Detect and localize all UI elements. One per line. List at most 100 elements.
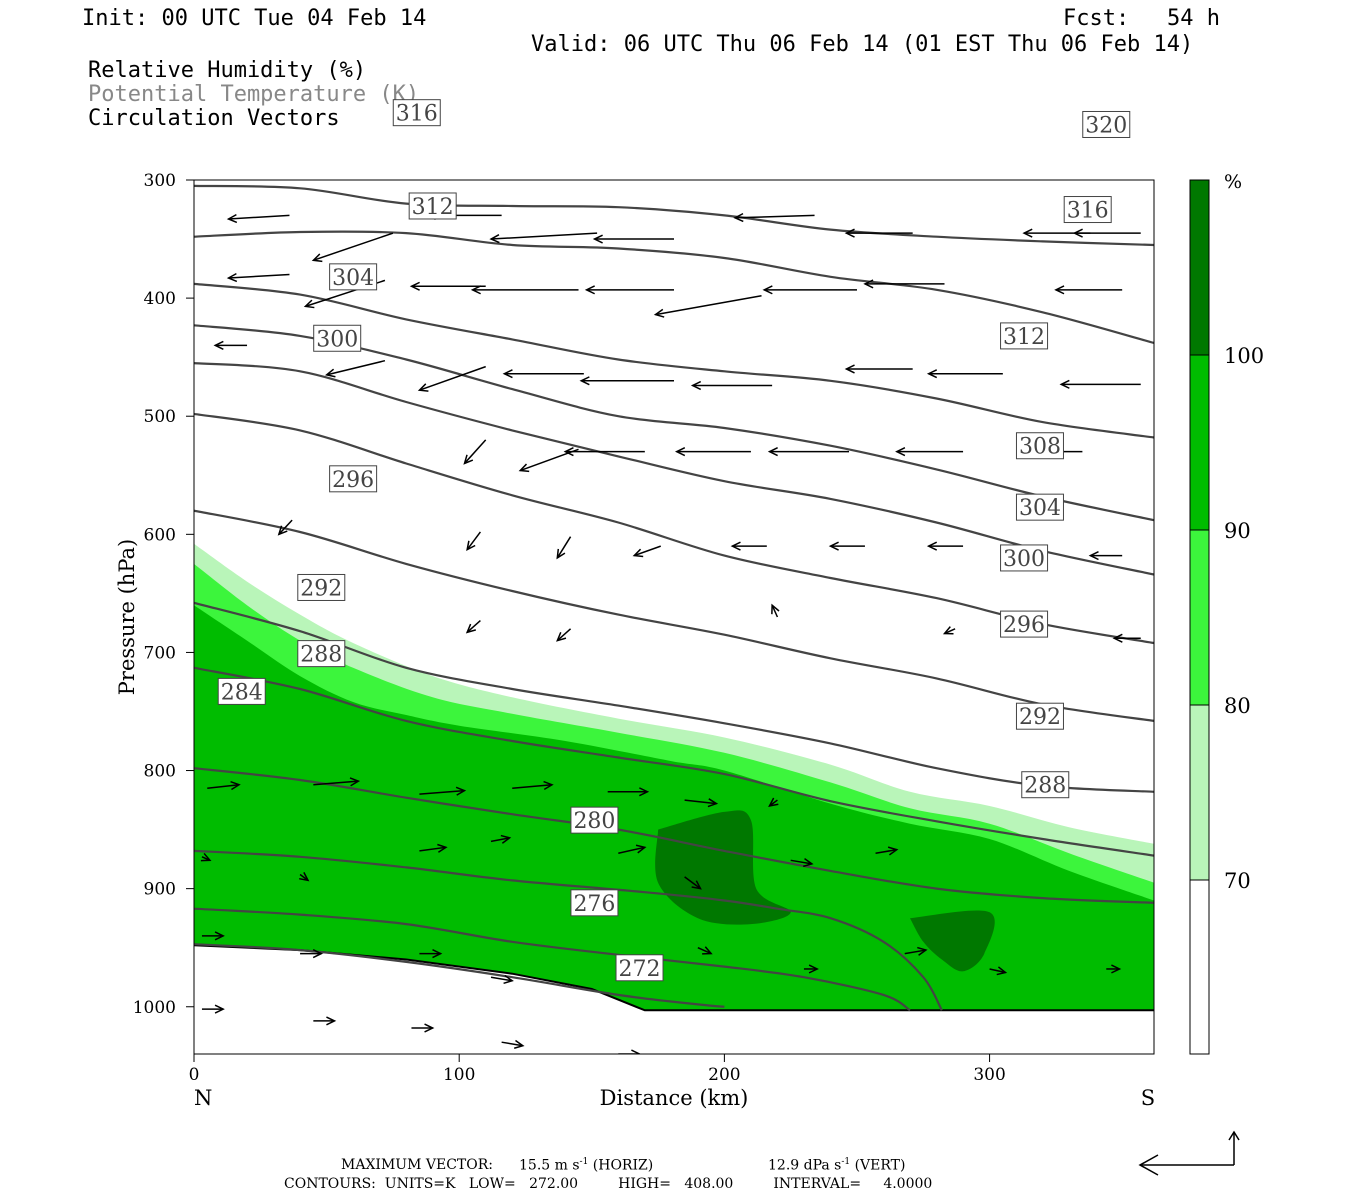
circulation-vector	[768, 797, 779, 807]
circulation-vector	[684, 876, 702, 890]
colorbar-level: 90	[1224, 519, 1251, 543]
circulation-vector	[790, 858, 814, 868]
circulation-vector	[490, 974, 514, 985]
circulation-vector	[1088, 550, 1123, 561]
circulation-vector	[518, 448, 579, 473]
theta-label: 292	[1019, 705, 1061, 730]
circulation-vector	[1072, 228, 1141, 238]
y-tick-label: 500	[144, 407, 176, 427]
relative-humidity-shading	[194, 543, 1154, 1054]
theta-label: 280	[573, 809, 615, 834]
theta-label: 296	[332, 468, 374, 493]
theta-label: 316	[1067, 199, 1109, 224]
circulation-vector	[844, 364, 913, 374]
theta-contour-276	[194, 907, 911, 1012]
theta-label-box	[297, 573, 346, 601]
circulation-vector	[466, 531, 482, 552]
theta-label-box	[1082, 110, 1131, 138]
circulation-vector	[904, 946, 928, 956]
circulation-vector	[300, 949, 324, 959]
circulation-vector	[579, 376, 674, 386]
forecast-hour: 54 h	[1167, 6, 1220, 31]
theta-contour-300	[194, 412, 1154, 645]
circulation-vector	[556, 536, 572, 560]
theta-contour-284	[194, 767, 1154, 904]
circulation-vector	[502, 369, 584, 379]
circulation-vector	[556, 628, 572, 642]
field-relative-humidity: Relative Humidity (%)	[88, 58, 367, 83]
circulation-vector	[419, 949, 443, 959]
circulation-vector	[1112, 633, 1141, 643]
circulation-vector	[697, 946, 713, 955]
theta-contour-292	[194, 601, 1154, 793]
circulation-vector	[690, 380, 773, 391]
circulation-vector	[844, 228, 913, 238]
below-ground	[194, 945, 1154, 1054]
theta-label: 296	[1003, 613, 1045, 638]
circulation-vector	[490, 834, 512, 844]
north-label: N	[194, 1086, 212, 1110]
circulation-vector	[618, 1049, 642, 1054]
circulation-vector	[226, 213, 290, 224]
theta-label: 304	[332, 266, 374, 291]
theta-label-box	[570, 806, 619, 834]
circulation-vector	[870, 1062, 891, 1070]
theta-label-box	[1000, 322, 1049, 350]
circulation-vector	[942, 626, 956, 635]
circulation-vector	[417, 365, 486, 392]
circulation-vector	[277, 519, 293, 536]
theta-label-box	[329, 465, 378, 493]
colorbar-level: 80	[1224, 694, 1251, 718]
theta-label: 288	[300, 643, 342, 668]
circulation-vector	[489, 232, 598, 244]
theta-label-box	[329, 263, 378, 291]
theta-label-box	[1015, 493, 1064, 521]
colorbar-swatch	[1190, 180, 1209, 355]
theta-label: 292	[300, 576, 342, 601]
circulation-vector	[299, 872, 310, 882]
circulation-vector	[324, 359, 386, 378]
circulation-vector	[213, 340, 248, 350]
reference-vector	[1138, 1130, 1240, 1176]
circulation-vector	[311, 232, 394, 263]
field-potential-temperature: Potential Temperature (K)	[88, 82, 420, 107]
theta-label-box	[1021, 771, 1070, 799]
circulation-vector	[684, 798, 719, 808]
theta-label: 288	[1024, 774, 1066, 799]
theta-label: 320	[1085, 113, 1127, 138]
theta-label: 276	[573, 892, 615, 917]
circulation-vector	[989, 966, 1008, 976]
y-tick-label: 400	[144, 289, 176, 309]
circulation-vector	[895, 447, 964, 457]
y-tick-label: 800	[144, 762, 176, 782]
circulation-vector	[411, 1023, 435, 1033]
colorbar-swatch	[1190, 880, 1209, 1054]
circulation-vector	[1054, 285, 1123, 295]
circulation-vector	[607, 787, 650, 797]
x-tick-label: 200	[708, 1065, 740, 1085]
theta-label-box	[408, 192, 457, 220]
axes: 300 400 500 600 700 800 900 1000 0 100 200 300 Dista…	[115, 171, 1155, 1110]
circulation-vector	[226, 272, 290, 283]
max-vector-vertical: 12.9 dPa s-1 (VERT)	[768, 1157, 906, 1174]
max-vector-horizontal: 15.5 m s-1 (HORIZ)	[519, 1157, 654, 1174]
circulation-vector	[512, 780, 554, 790]
theta-contour-296	[194, 509, 1154, 722]
colorbar-swatch	[1190, 355, 1209, 530]
circulation-vector	[409, 281, 486, 291]
theta-label-box	[313, 324, 362, 352]
circulation-vector	[618, 844, 647, 854]
field-circulation-vectors: Circulation Vectors	[88, 106, 340, 131]
colorbar: 70 80 90 100%	[1189, 171, 1264, 1055]
circulation-vector	[463, 439, 487, 465]
circulation-vector	[926, 369, 1003, 379]
circulation-vector	[465, 619, 481, 634]
colorbar-frame	[1189, 179, 1210, 1055]
x-tick-label: 300	[973, 1065, 1005, 1085]
theta-label-box	[1000, 610, 1049, 638]
theta-label-box	[297, 640, 346, 668]
circulation-vector	[201, 1004, 225, 1014]
theta-label: 284	[221, 680, 263, 705]
colorbar-swatch	[1190, 705, 1209, 880]
